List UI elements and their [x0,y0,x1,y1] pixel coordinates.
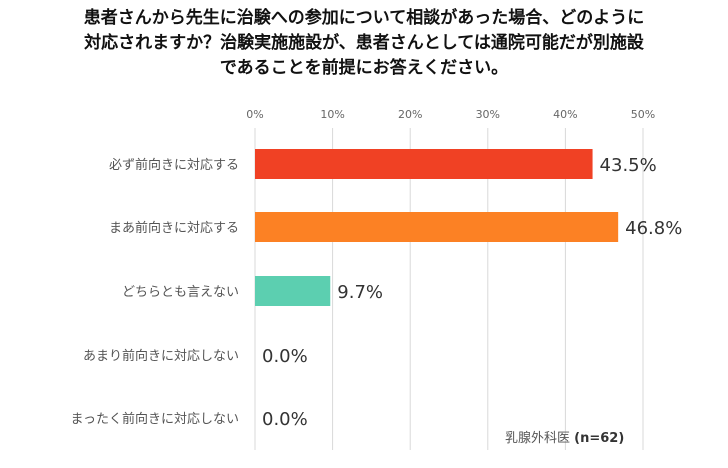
sample-note: 乳腺外科医 (n=62) [505,427,624,446]
chart-title-line-1: 患者さんから先生に治験への参加について相談があった場合、どのように [83,8,645,28]
bar [255,149,593,179]
value-label: 43.5% [600,155,657,176]
x-tick-label: 10% [320,108,344,121]
category-label: まったく前向きに対応しない [71,411,239,427]
sample-size: (n=62) [574,431,625,446]
category-label: 必ず前向きに対応する [109,157,239,173]
x-tick-label: 50% [631,108,655,121]
x-tick-label: 20% [398,108,422,121]
value-label: 0.0% [262,409,308,430]
chart-title-line-2: 対応されますか？治験実施施設が、患者さんとしては通院可能だが別施設 [84,33,644,53]
bar [255,212,619,242]
x-tick-label: 0% [246,108,263,121]
chart-title-line-3: であることを前提にお答えください。 [219,58,509,78]
chart-title: 患者さんから先生に治験への参加について相談があった場合、どのように 対応されます… [0,6,728,81]
category-label: あまり前向きに対応しない [83,348,239,364]
category-label: どちらとも言えない [122,285,239,300]
category-label: まあ前向きに対応する [109,220,239,236]
value-label: 46.8% [625,218,682,239]
value-label: 9.7% [337,282,383,303]
value-label: 0.0% [262,346,308,367]
sample-group: 乳腺外科医 [505,431,571,446]
x-tick-label: 40% [553,108,577,121]
bar [255,276,331,306]
x-tick-label: 30% [476,108,500,121]
